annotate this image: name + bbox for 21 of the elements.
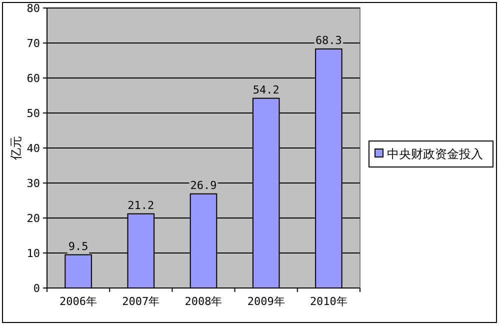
y-tick-label: 30 xyxy=(26,177,40,190)
y-tick-label: 40 xyxy=(26,142,40,155)
x-tick-label: 2007年 xyxy=(122,295,160,308)
x-tick-label: 2006年 xyxy=(60,295,98,308)
y-tick-label: 50 xyxy=(26,107,40,120)
data-label: 21.2 xyxy=(128,198,154,212)
x-tick-label: 2008年 xyxy=(184,295,222,308)
data-label: 54.2 xyxy=(252,83,280,96)
x-tick-label: 2009年 xyxy=(247,295,285,308)
y-tick-label: 10 xyxy=(26,247,40,260)
data-label: 9.5 xyxy=(68,240,88,253)
y-tick-label: 70 xyxy=(26,37,40,50)
data-label: 26.9 xyxy=(190,178,217,192)
x-tick-label: 2010年 xyxy=(310,295,348,308)
y-tick-label: 80 xyxy=(26,2,40,15)
y-tick-label: 20 xyxy=(26,212,40,225)
y-axis-title: 亿元 xyxy=(9,136,23,161)
y-tick-label: 60 xyxy=(26,72,40,85)
legend-label: 中央财政资金投入 xyxy=(387,147,483,161)
data-label: 68.3 xyxy=(315,34,342,47)
y-tick-label: 0 xyxy=(33,282,40,295)
